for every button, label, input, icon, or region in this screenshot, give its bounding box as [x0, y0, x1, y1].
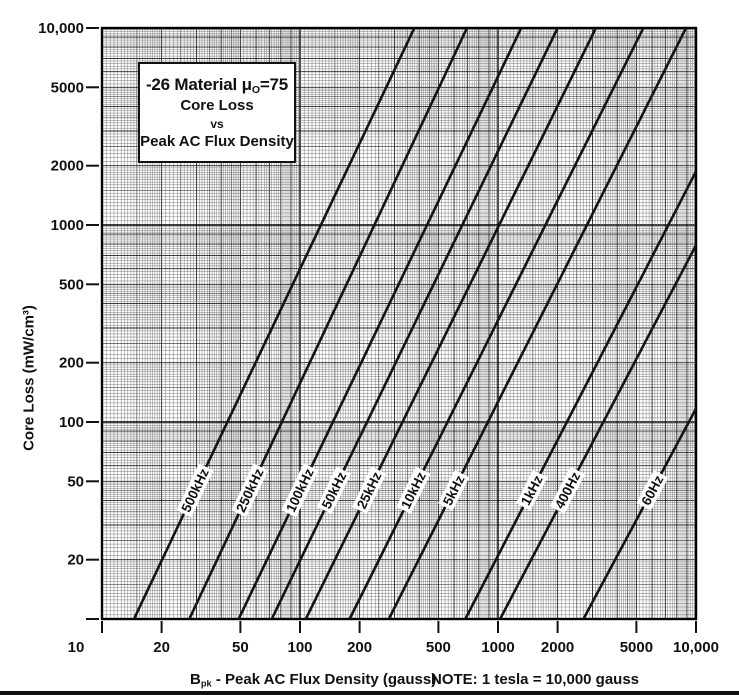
line-label-bg: [316, 466, 352, 514]
y-tick-label: 500: [59, 276, 84, 293]
line-label-bg: [549, 466, 586, 514]
line-label-bg: [636, 470, 669, 511]
loss-line-5kHz: [387, 28, 688, 619]
x-tick-label: 500: [426, 639, 451, 656]
x-tick-label: 10: [68, 639, 85, 656]
line-label-bg: [352, 466, 387, 514]
x-axis-pk-subscript: pk: [200, 678, 212, 689]
axis-ticks: 10,000 5000 2000 1000 500 200 100 50 20 10 20 50 100…: [38, 20, 719, 656]
loss-line-1kHz: [464, 170, 696, 619]
loss-line-50kHz: [270, 28, 559, 619]
x-tick-label: 20: [153, 639, 170, 656]
title-material-text: -26 Material μ: [145, 74, 252, 94]
x-axis-title: Bpk - Peak AC Flux Density (gauss): [190, 671, 436, 689]
y-tick-label: 1000: [51, 217, 84, 234]
tesla-note: NOTE: 1 tesla = 10,000 gauss: [431, 671, 640, 688]
line-label-bg: [231, 463, 269, 518]
x-tick-label: 100: [287, 639, 312, 656]
line-label-bg: [396, 466, 431, 514]
x-axis-b-symbol: B: [190, 671, 201, 688]
loss-line-25kHz: [304, 28, 598, 619]
line-label-bg: [515, 470, 548, 511]
x-tick-label: 50: [232, 639, 249, 656]
plot-border: [100, 26, 698, 621]
y-tick-label: 2000: [51, 158, 84, 175]
line-label-bg: [281, 463, 319, 518]
loss-line-500kHz: [132, 28, 416, 619]
line-label-bg: [437, 470, 470, 511]
title-mu-subscript: O: [251, 83, 260, 96]
loss-line-250kHz: [188, 28, 469, 619]
y-tick-label: 10,000: [38, 20, 84, 37]
chart-title-core-loss: Core Loss: [180, 96, 254, 114]
loss-line-10kHz: [348, 28, 645, 619]
y-tick-label: 100: [59, 414, 84, 431]
y-tick-label: 200: [59, 355, 84, 372]
loss-line-100kHz: [237, 28, 523, 619]
x-tick-label: 1000: [481, 639, 514, 656]
x-axis-title-text: - Peak AC Flux Density (gauss): [211, 671, 437, 688]
loss-line-60Hz: [582, 407, 696, 619]
loss-line-400Hz: [498, 243, 696, 619]
y-tick-label: 5000: [51, 79, 84, 96]
x-tick-label: 10,000: [673, 639, 719, 656]
chart-title-vs: vs: [210, 116, 224, 131]
chart-title-flux-density: Peak AC Flux Density: [140, 132, 294, 150]
chart-title-box: -26 Material μO=75 Core Loss vs Peak AC …: [138, 62, 296, 163]
y-axis-title: Core Loss (mW/cm³): [20, 305, 38, 451]
title-mu-value: =75: [259, 74, 289, 94]
x-tick-label: 2000: [541, 639, 574, 656]
frequency-lines: [132, 28, 696, 619]
x-tick-label: 200: [347, 639, 372, 656]
chart-title-material: -26 Material μO=75: [146, 74, 288, 97]
x-tick-label: 5000: [620, 639, 653, 656]
page-bottom-rule: [0, 691, 739, 695]
y-tick-label: 50: [67, 473, 84, 490]
line-label-bg: [176, 463, 214, 518]
y-tick-label: 20: [67, 552, 84, 569]
